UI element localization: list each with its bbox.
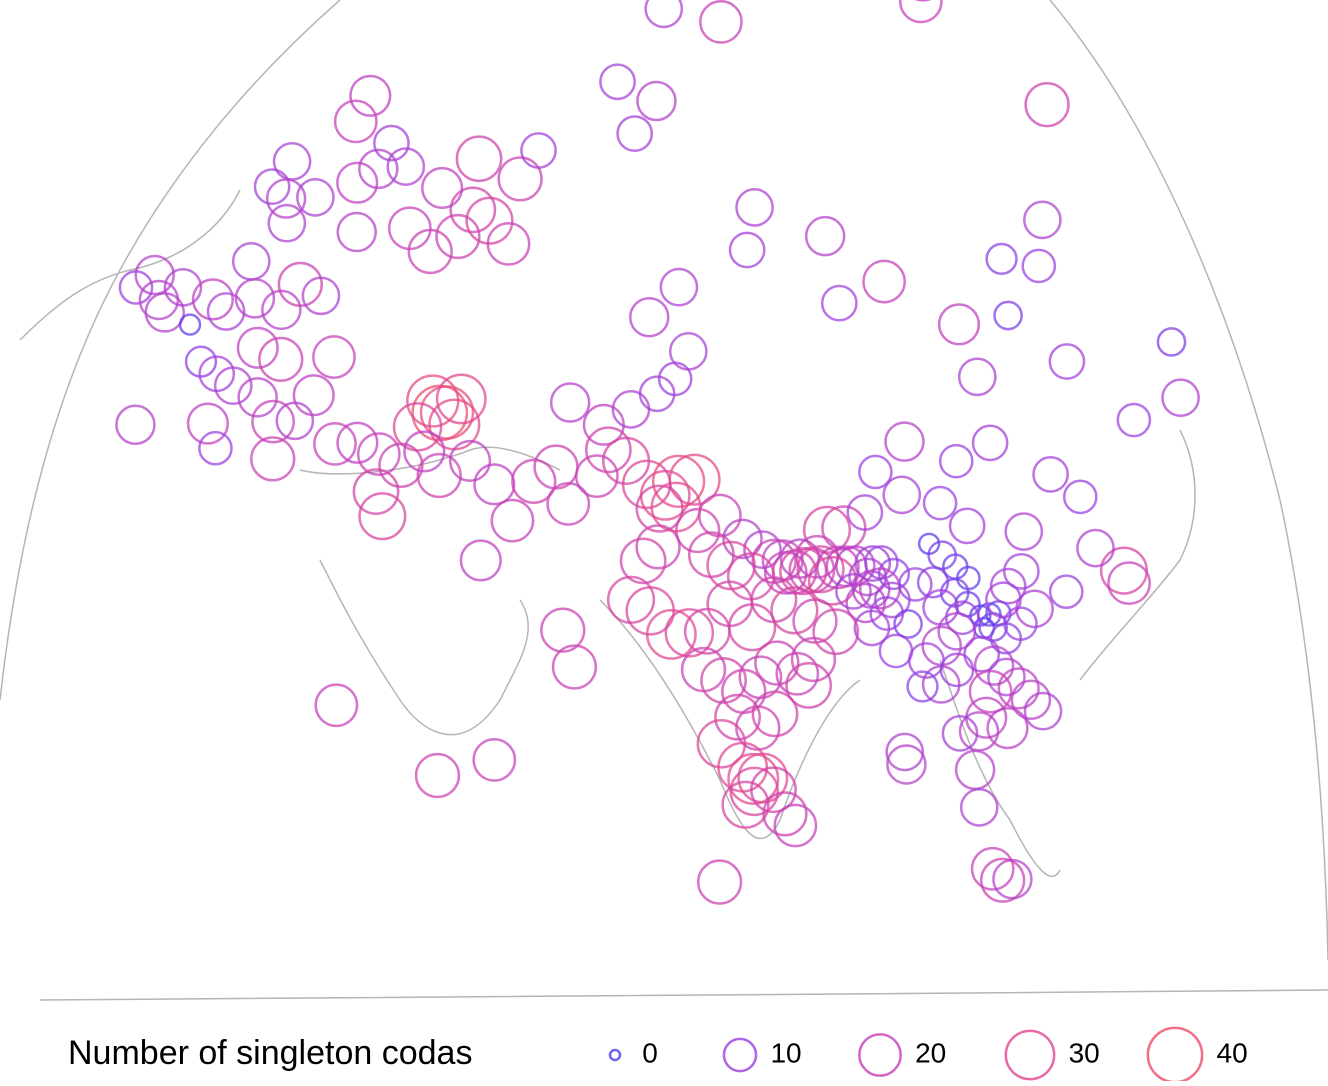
legend-label: 20 bbox=[915, 1037, 946, 1068]
legend-label: 40 bbox=[1217, 1037, 1248, 1068]
legend-label: 0 bbox=[642, 1037, 658, 1068]
legend-label: 30 bbox=[1069, 1037, 1100, 1068]
legend-title: Number of singleton codas bbox=[68, 1034, 472, 1072]
legend-label: 10 bbox=[770, 1037, 801, 1068]
